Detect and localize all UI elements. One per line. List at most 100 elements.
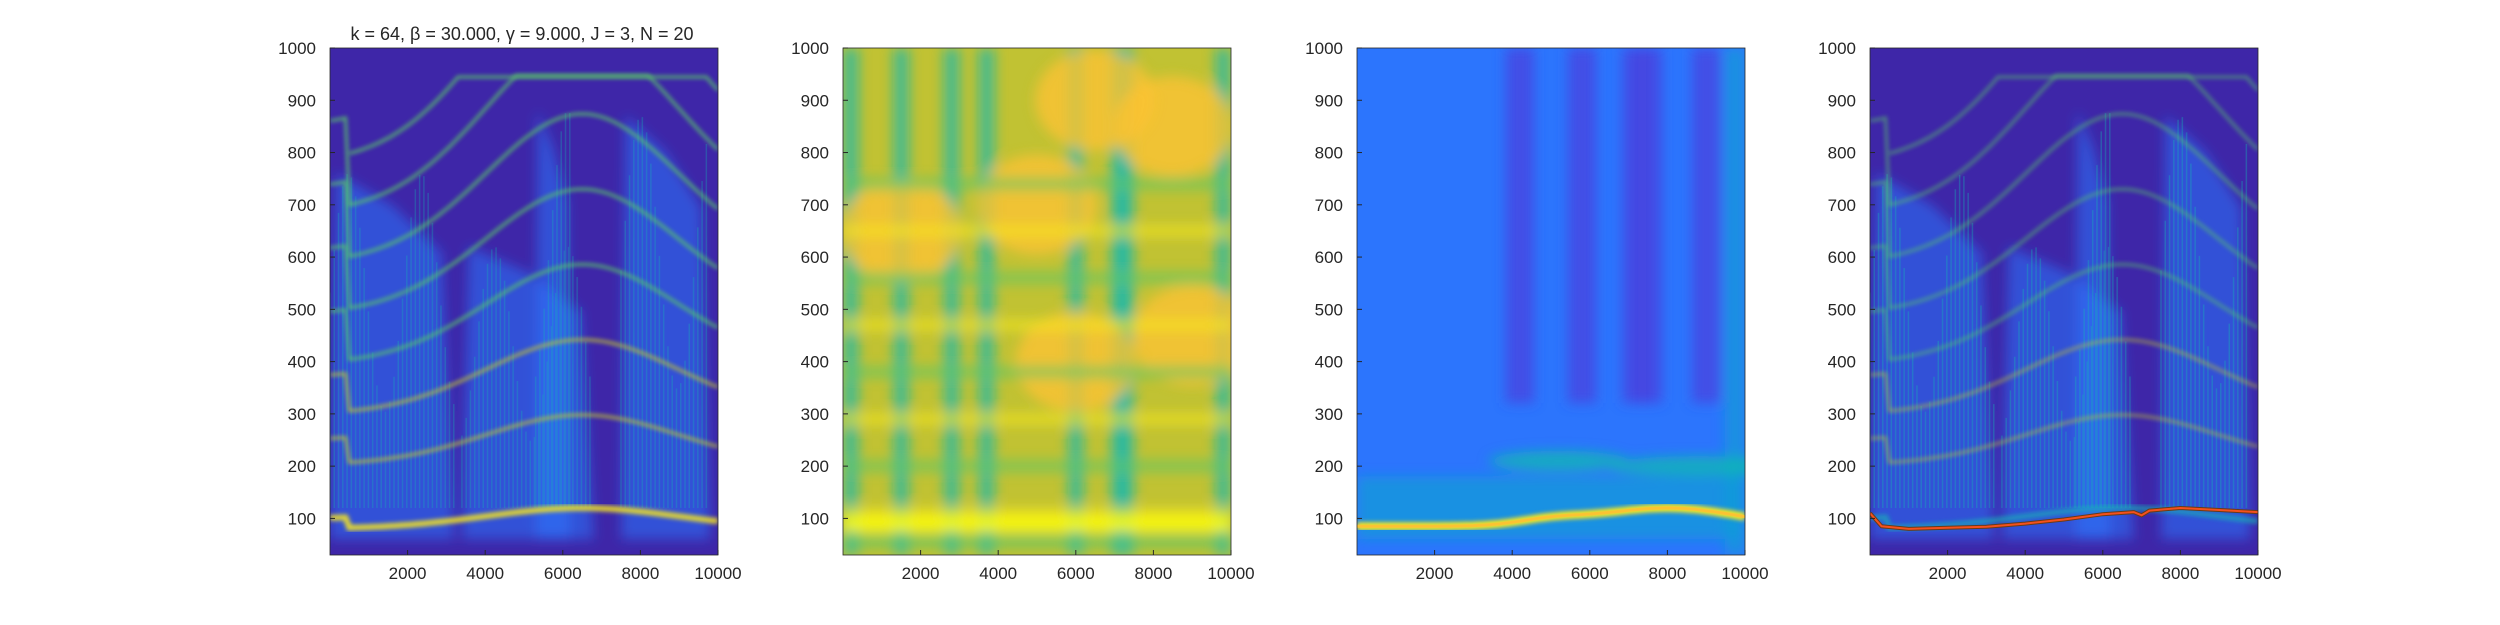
harmonic-band [330,187,718,310]
harmonic-band [1870,74,2258,207]
streak [978,48,995,555]
dark-streak [1634,48,1662,403]
x-tick-label: 4000 [466,564,504,583]
harmonic-band [843,366,1231,379]
harmonic-band [843,413,1231,426]
harmonic-band [330,505,718,531]
y-tick-label: 500 [1315,300,1343,319]
x-tick-label: 10000 [694,564,741,583]
low-band [843,536,1231,547]
x-tick-label: 6000 [2084,564,2122,583]
y-tick-label: 600 [801,248,829,267]
x-tick-label: 2000 [1929,564,1967,583]
warm-blob [1015,311,1136,412]
fundamental-band [843,515,1231,532]
energy-region [535,110,571,540]
axes-box [842,47,1232,556]
panel-1-title: k = 64, β = 30.000, γ = 9.000, J = 3, N … [350,24,693,44]
harmonic-band [330,338,718,413]
y-tick-label: 400 [801,353,829,372]
pitch-track [1870,506,2258,530]
x-tick-label: 8000 [621,564,659,583]
axes-box [1869,47,2259,556]
x-tick-label: 4000 [1493,564,1531,583]
y-tick-label: 400 [1315,353,1343,372]
streak [943,48,960,555]
heatmap-2 [843,48,1231,555]
streak [843,48,859,555]
x-tick-label: 4000 [2006,564,2044,583]
harmonic-band [1870,112,2258,259]
y-tick-label: 900 [1315,91,1343,110]
y-tick-label: 200 [1315,457,1343,476]
x-tick-label: 6000 [1571,564,1609,583]
x-tick-label: 6000 [544,564,582,583]
x-tick-label: 4000 [979,564,1017,583]
harmonic-band [1870,262,2258,362]
heatmap-3 [1357,48,1745,555]
y-tick-label: 100 [801,509,829,528]
energy-regions [1870,110,2251,540]
harmonic-band [330,262,718,362]
energy-region [330,173,455,540]
y-tick-label: 600 [288,248,316,267]
x-tick-label: 6000 [1057,564,1095,583]
panel-4: 2000 4000 6000 8000 10000 100 200 300 400 500 600 7… [1818,39,2281,583]
y-tick-label: 300 [1315,405,1343,424]
harmonic-band [1870,338,2258,413]
y-tick-label: 900 [1828,91,1856,110]
harmonic-band [843,271,1231,284]
energy-region [621,115,711,540]
y-tick-label: 500 [801,300,829,319]
energy-region [1870,173,1995,540]
y-tick-label: 100 [1828,509,1856,528]
y-tick-label: 300 [1828,405,1856,424]
warm-blob [1132,285,1231,386]
axes-3: 2000 4000 6000 8000 10000 100 200 300 400 500 600 7… [1305,39,1768,583]
warm-blob [977,154,1097,255]
harmonic-band [1870,413,2258,464]
harmonic-band [843,507,1231,520]
y-tick-label: 1000 [1305,39,1343,58]
y-tick-label: 400 [288,353,316,372]
dark-streak [1692,48,1721,403]
harmonics [330,74,718,531]
x-tick-label: 8000 [2161,564,2199,583]
y-tick-label: 1000 [791,39,829,58]
x-tick-label: 10000 [2234,564,2281,583]
harmonic-band [1870,187,2258,310]
axes-1: 2000 4000 6000 8000 10000 100 200 300 400 500 600 7… [278,39,741,583]
y-tick-label: 1000 [1818,39,1856,58]
y-tick-label: 800 [1315,144,1343,163]
panel-1: k = 64, β = 30.000, γ = 9.000, J = 3, N … [278,24,741,583]
energy-regions [330,110,711,540]
harmonic-band [348,75,718,155]
y-tick-label: 300 [288,405,316,424]
heatmap-1 [330,48,718,555]
harmonic-band [843,319,1231,332]
edge-region [1725,48,1745,555]
harmonic-band [1888,75,2258,155]
axes-box [329,47,719,556]
panel-2: 2000 4000 6000 8000 10000 100 200 300 400 500 600 7… [791,39,1254,583]
harmonic-band [330,112,718,259]
y-tick-label: 700 [801,196,829,215]
harmonic-band [330,413,718,464]
fundamental-core [1357,506,1745,528]
dark-streak [1568,48,1597,403]
harmonic-band [843,224,1231,237]
y-tick-label: 300 [801,405,829,424]
y-tick-label: 700 [1828,196,1856,215]
formant-blob [1488,450,1629,471]
x-tick-label: 2000 [1416,564,1454,583]
energy-regions [843,48,1231,555]
y-tick-label: 100 [288,509,316,528]
x-tick-label: 10000 [1721,564,1768,583]
y-tick-label: 200 [288,457,316,476]
energy-region [2075,110,2111,540]
y-tick-label: 600 [1828,248,1856,267]
y-tick-label: 700 [1315,196,1343,215]
formant-blob [1608,456,1745,477]
y-tick-label: 500 [288,300,316,319]
y-tick-label: 1000 [278,39,316,58]
